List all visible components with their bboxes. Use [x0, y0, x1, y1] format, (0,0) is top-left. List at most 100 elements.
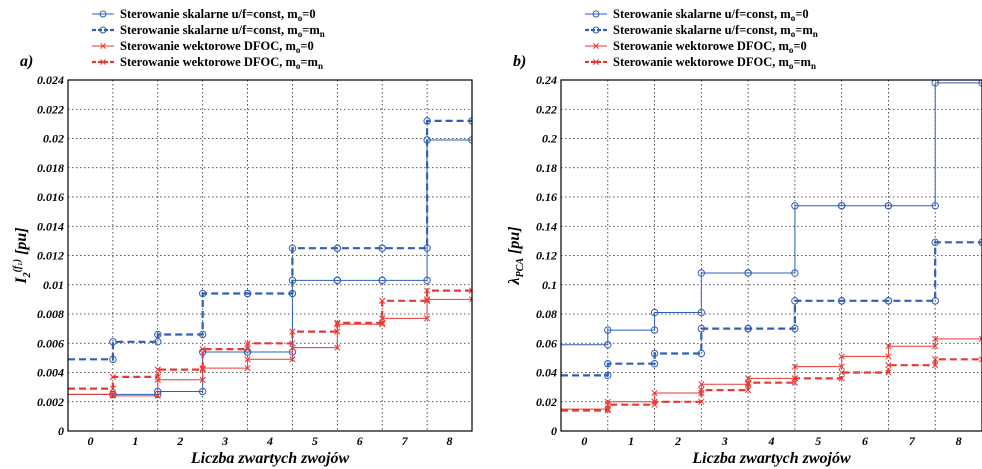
y-tick-label: 0.02 — [536, 395, 557, 409]
data-point-marker — [932, 356, 939, 363]
y-tick-label: 0.04 — [536, 366, 557, 380]
legend-swatch-marker — [100, 59, 106, 65]
series-line-2 — [68, 119, 472, 361]
data-point-marker — [931, 202, 939, 210]
data-point-marker — [334, 344, 341, 351]
data-point-marker — [650, 360, 659, 368]
data-point-marker — [744, 379, 752, 386]
y-tick-label: 0.14 — [536, 219, 557, 233]
data-point-marker — [243, 289, 252, 298]
data-point-marker — [838, 375, 845, 382]
y-tick-label: 0.01 — [43, 278, 64, 292]
y-axis-title: λPCA [pu] — [506, 226, 526, 285]
legend-label-sub: o — [789, 45, 794, 55]
data-point-marker — [289, 340, 296, 347]
legend-label-sub: o — [296, 61, 301, 71]
data-point-marker — [791, 375, 799, 382]
legend: Sterowanie skalarne u/f=const, mo=0Stero… — [585, 7, 818, 71]
legend-label-main: Sterowanie wektorowe DFOC, m — [613, 55, 789, 69]
panel-label: b) — [513, 53, 526, 70]
data-point-marker — [791, 324, 799, 333]
data-point-marker — [698, 398, 705, 405]
y-tick-label: 0.008 — [37, 307, 64, 321]
data-point-marker — [604, 371, 612, 380]
grid-lines — [68, 79, 472, 431]
data-point-marker — [198, 330, 207, 339]
data-point-marker — [744, 269, 752, 277]
y-tick-label: 0.24 — [536, 73, 557, 87]
data-point-marker — [931, 80, 939, 87]
data-point-marker — [650, 326, 659, 334]
legend-label-tail-sub: n — [318, 61, 323, 71]
data-point-marker — [885, 343, 892, 350]
legend-label-tail: =0 — [300, 39, 313, 53]
y-tick-label: 0.16 — [536, 190, 557, 204]
data-point-marker — [468, 287, 472, 294]
legend-swatch-marker — [99, 10, 107, 18]
x-tick-label: 0 — [581, 434, 587, 448]
x-tick-label: 2 — [674, 434, 681, 448]
x-axis-title: Liczba zwartych zwojów — [190, 450, 350, 467]
legend-label-tail: =0 — [302, 7, 315, 21]
x-tick-label: 5 — [312, 434, 318, 448]
data-point-marker — [697, 324, 706, 333]
data-point-marker — [791, 269, 799, 277]
data-point-marker — [837, 202, 846, 210]
x-tick-label: 4 — [768, 434, 775, 448]
y-tick-label: 0.018 — [37, 161, 64, 175]
data-point-marker — [244, 340, 251, 347]
data-point-marker — [931, 238, 939, 247]
y-tick-label: 0.22 — [536, 102, 557, 116]
data-point-marker — [379, 319, 386, 326]
y-tick-label: 0 — [551, 424, 557, 438]
legend-label-sub: o — [791, 29, 796, 39]
data-point-marker — [244, 345, 251, 353]
legend-swatch-marker — [592, 10, 600, 18]
legend-swatch-marker — [592, 26, 600, 34]
data-point-marker — [697, 308, 706, 317]
y-axis-title-unit: [pu] — [13, 227, 30, 259]
plot-frame — [67, 79, 473, 432]
legend-label-tail-sub: n — [813, 29, 818, 39]
data-point-marker — [791, 297, 799, 305]
x-axis-title: Liczba zwartych zwojów — [691, 450, 851, 467]
data-point-marker — [932, 335, 939, 343]
data-point-marker — [604, 407, 611, 414]
legend-swatch-marker — [593, 59, 599, 65]
y-tick-label: 0.014 — [37, 219, 64, 233]
x-tick-label: 7 — [402, 434, 409, 448]
data-point-marker — [423, 276, 431, 285]
y-tick-label: 0.012 — [37, 249, 64, 263]
legend-label-tail: =m — [302, 23, 320, 37]
data-point-marker — [698, 381, 705, 388]
y-tick-label: 0.06 — [536, 336, 557, 350]
y-tick-label: 0.004 — [37, 366, 64, 380]
legend-label-main: Sterowanie wektorowe DFOC, m — [613, 39, 789, 53]
legend-label: Sterowanie skalarne u/f=const, mo=0 — [613, 7, 809, 23]
data-point-marker — [932, 362, 939, 369]
y-tick-labels: 0 0.02 0.04 0.06 0.08 0.1 0.12 0.14 0.16 0.18 0.2 0… — [536, 73, 557, 438]
data-point-marker — [199, 366, 206, 373]
data-point-marker — [650, 308, 659, 317]
legend-label-main: Sterowanie wektorowe DFOC, m — [120, 55, 296, 69]
data-point-marker — [651, 401, 658, 408]
legend-label-sub: o — [296, 45, 301, 55]
legend-label: Sterowanie wektorowe DFOC, mo=0 — [120, 39, 314, 55]
series-line-2 — [561, 241, 982, 377]
data-point-marker — [154, 330, 162, 339]
data-point-marker — [650, 349, 659, 358]
data-point-marker — [109, 338, 117, 346]
data-point-marker — [837, 297, 846, 305]
legend-label-main: Sterowanie skalarne u/f=const, m — [613, 23, 791, 37]
data-point-marker — [791, 363, 799, 370]
data-point-marker — [288, 244, 297, 252]
data-point-marker — [288, 289, 297, 298]
data-point-marker — [604, 398, 611, 405]
data-point-marker — [109, 392, 117, 400]
legend-label-tail: =0 — [793, 39, 806, 53]
y-axis-title-sup: (f₁) — [12, 259, 23, 272]
chart-panel-b: 0 0.02 0.04 0.06 0.08 0.1 0.12 0.14 0.16 0.18 0.2 0… — [506, 7, 982, 467]
data-point-marker — [697, 349, 706, 358]
series-group — [68, 117, 472, 400]
data-point-marker — [885, 353, 892, 360]
